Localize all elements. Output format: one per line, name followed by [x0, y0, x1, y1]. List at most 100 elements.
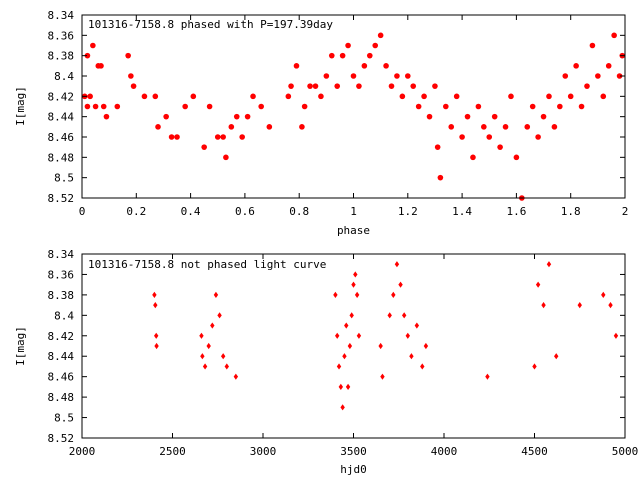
x-tick-label: 0.4 — [181, 205, 201, 218]
data-point — [421, 93, 427, 100]
data-point — [398, 281, 403, 288]
data-point — [573, 63, 579, 69]
data-point — [410, 83, 417, 89]
data-point — [351, 281, 356, 288]
y-tick-label: 8.42 — [48, 90, 75, 103]
data-point — [459, 134, 465, 140]
data-point — [206, 342, 211, 350]
data-point — [432, 83, 438, 89]
data-point — [202, 363, 208, 370]
y-tick-label: 8.44 — [48, 111, 75, 124]
data-point — [288, 83, 294, 89]
data-point — [540, 113, 547, 120]
data-point — [233, 373, 239, 380]
data-point — [541, 302, 546, 309]
data-point — [616, 73, 623, 79]
data-point — [152, 93, 159, 100]
data-point — [611, 32, 617, 39]
data-point — [443, 103, 449, 110]
data-point — [285, 93, 292, 100]
data-point — [154, 342, 159, 350]
axis-ticks: 0 0.2 0.4 0.6 0.8 1 1.2 1.4 1.6 1.8 2 8.34 8.36 8.38 8… — [48, 9, 629, 218]
data-point — [567, 93, 574, 100]
unphased-light-curve-panel: 2000 2500 3000 3500 4000 4500 5000 8.34 8.36 8.38… — [14, 248, 638, 476]
data-point — [258, 103, 264, 110]
y-tick-label: 8.46 — [48, 371, 75, 384]
data-point — [239, 134, 245, 140]
data-point — [174, 134, 180, 140]
x-axis-label: hjd0 — [340, 463, 367, 476]
data-point — [383, 63, 389, 69]
data-point — [481, 124, 487, 130]
data-point — [394, 261, 400, 268]
y-tick-label: 8.36 — [48, 29, 75, 42]
data-point — [409, 353, 414, 360]
x-tick-label: 1.2 — [398, 205, 418, 218]
data-point — [206, 103, 213, 110]
data-point — [335, 332, 340, 339]
y-tick-label: 8.4 — [54, 70, 74, 83]
data-point — [532, 363, 537, 370]
y-tick-label: 8.4 — [54, 309, 74, 322]
data-point — [372, 42, 379, 49]
data-point — [524, 124, 531, 130]
x-tick-label: 0 — [79, 205, 86, 218]
data-point — [554, 353, 559, 360]
data-point — [154, 332, 159, 339]
x-tick-label: 2000 — [69, 445, 96, 458]
data-point — [546, 261, 552, 268]
data-point — [387, 312, 392, 319]
data-point — [163, 113, 169, 120]
data-point — [578, 103, 585, 110]
data-point — [301, 103, 308, 110]
data-point — [141, 93, 148, 100]
y-tick-label: 8.42 — [48, 330, 75, 343]
data-point — [361, 63, 368, 69]
data-point — [546, 93, 552, 100]
data-point — [366, 52, 373, 59]
y-tick-label: 8.5 — [54, 172, 74, 185]
data-point — [605, 63, 612, 69]
data-point — [125, 52, 131, 59]
x-tick-label: 3000 — [250, 445, 277, 458]
data-point — [584, 83, 590, 89]
y-tick-label: 8.5 — [54, 412, 74, 425]
y-tick-label: 8.52 — [48, 432, 75, 445]
data-point — [84, 103, 91, 110]
x-tick-label: 0.8 — [289, 205, 309, 218]
data-point — [100, 103, 107, 110]
data-point — [223, 154, 229, 161]
y-tick-label: 8.44 — [48, 350, 75, 363]
data-point — [349, 312, 354, 319]
data-point — [423, 342, 429, 350]
data-point — [345, 42, 351, 49]
data-point — [485, 373, 490, 380]
data-point — [508, 93, 514, 100]
data-point — [217, 312, 222, 319]
data-point — [350, 73, 357, 79]
data-point — [342, 353, 347, 360]
data-point — [497, 144, 503, 150]
data-point — [535, 281, 541, 288]
y-tick-label: 8.48 — [48, 391, 75, 404]
data-point — [589, 42, 596, 49]
data-point — [475, 103, 482, 110]
chart-title: 101316-7158.8 phased with P=197.39day — [88, 18, 333, 31]
data-point — [535, 134, 541, 140]
data-point — [470, 154, 476, 161]
data-point — [168, 134, 175, 140]
data-point — [199, 332, 204, 339]
data-point — [84, 52, 91, 59]
data-point — [200, 353, 205, 360]
data-point — [340, 404, 345, 411]
chart-title: 101316-7158.8 not phased light curve — [88, 258, 326, 271]
x-tick-label: 2500 — [159, 445, 186, 458]
x-tick-label: 1 — [350, 205, 357, 218]
data-point — [220, 134, 226, 140]
x-tick-label: 0.6 — [235, 205, 255, 218]
data-point — [153, 302, 158, 309]
data-point — [353, 271, 358, 278]
data-point — [486, 134, 493, 140]
data-point — [356, 332, 362, 339]
data-point — [464, 113, 471, 120]
